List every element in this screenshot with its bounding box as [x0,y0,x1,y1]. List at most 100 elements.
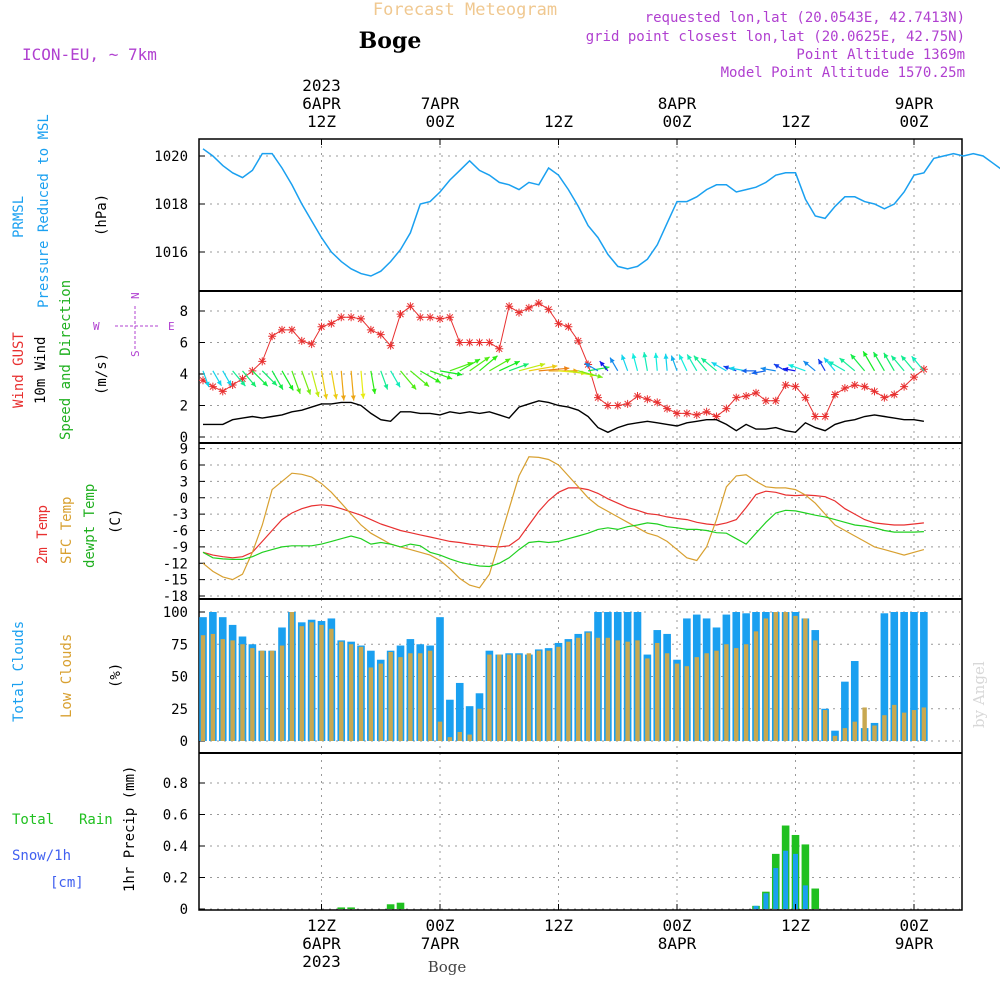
wind-arrow [251,370,269,387]
time-label-bottom: 9APR [895,934,934,953]
wind-arrow-head [597,373,603,379]
low-cloud-bar [684,666,690,741]
ylabel-celsius: (C) [108,509,124,534]
low-cloud-bar [516,654,522,741]
wind-arrow [528,364,558,372]
gust-point [594,393,602,402]
wind-arrow-head [850,354,856,360]
wind-arrow [271,370,284,390]
wind-arrow-head [523,363,529,368]
wind-arrow-head [723,365,730,371]
wind-arrow-head [423,381,430,387]
gust-point [218,387,227,396]
gust-point [386,341,395,350]
wind-arrow-head [782,367,789,372]
low-cloud-bar [260,650,265,741]
wind-arrow [599,360,609,372]
low-cloud-bar [595,637,601,741]
y-tick-label: 0.2 [163,871,188,887]
wind-arrow [291,370,301,394]
low-cloud-bar [694,657,699,741]
wind-arrow [873,351,885,372]
time-label-bottom: 7APR [421,934,460,953]
wind-arrow-head [883,352,889,359]
gust-point [258,357,267,366]
wind-arrow-head [288,384,294,391]
wind-arrow-head [278,384,283,390]
y-tick-label: 50 [171,670,188,686]
low-cloud-bar [753,631,759,741]
wind-arrow [609,357,619,372]
wind-arrow [498,360,520,372]
wind-arrow [751,370,766,375]
gust-point [426,313,435,322]
requested-coords: requested lon,lat (20.0543E, 42.7413N) [645,10,965,26]
wind-arrow [350,370,356,401]
wind-arrow-head [360,393,366,399]
wind-arrow-head [564,366,570,372]
gust-point [603,401,612,410]
low-cloud-bar [329,628,334,741]
low-cloud-bar [447,737,453,741]
wind-arrow-head [306,389,312,395]
wind-arrow [439,370,463,377]
rain-bar [811,888,820,909]
low-cloud-bar [892,704,897,741]
wind-arrow [828,360,846,372]
low-cloud-bar [615,640,620,741]
rain-bar [347,907,355,909]
legend-total: Total [12,812,54,828]
wind-arrow-head [711,362,718,367]
wind-arrow [653,352,659,371]
time-label-bottom: 12Z [781,916,810,935]
wind-arrow-head [411,384,417,390]
location-title: Boge [359,28,422,54]
wind-arrow-head [333,393,338,400]
y-tick-label: 0 [180,902,188,918]
low-cloud-bar [743,644,749,741]
wind-arrow [686,354,698,372]
gust-point [564,322,573,331]
gust-point [337,313,346,322]
low-cloud-bar [655,642,660,741]
wind-arrow-head [773,364,780,369]
low-cloud-bar [418,653,423,741]
time-label-bottom: 00Z [426,916,455,935]
gust-point [554,319,563,328]
y-tick-label: 1016 [154,245,188,261]
wind-arrow [584,362,599,372]
gust-point [870,387,879,396]
y-tick-label: 2 [180,399,188,415]
gust-point [702,407,711,416]
wind-arrows [202,350,925,401]
low-cloud-bar [339,641,344,741]
low-cloud-bar [457,731,462,741]
gust-point [515,308,523,317]
ylabel-wind-gust: Wind GUST [11,332,27,408]
y-tick-label: 6 [180,458,188,474]
wind-arrow-head [504,358,511,364]
low-cloud-bar [388,651,393,741]
gust-point [396,310,405,319]
low-cloud-bar [921,707,927,741]
wind-arrow-head [539,362,546,368]
snow-bar [753,905,759,909]
wind-arrow [538,366,570,372]
wind-arrow-head [803,360,809,367]
low-cloud-bar [605,637,611,741]
time-label-top: 9APR [895,94,934,113]
gust-point [287,325,296,334]
wind-arrow-head [701,358,707,364]
y-tick-label: 9 [180,442,188,458]
gust-point [416,313,425,322]
gust-point [297,336,306,345]
wind-arrow [773,363,786,372]
y-tick-label: 100 [163,605,188,621]
wind-arrow [479,355,498,372]
gust-point [268,332,277,341]
wind-arrow [642,352,648,371]
gust-point [613,401,622,410]
panel-2-series [199,299,928,434]
time-label-top: 12Z [544,112,573,131]
